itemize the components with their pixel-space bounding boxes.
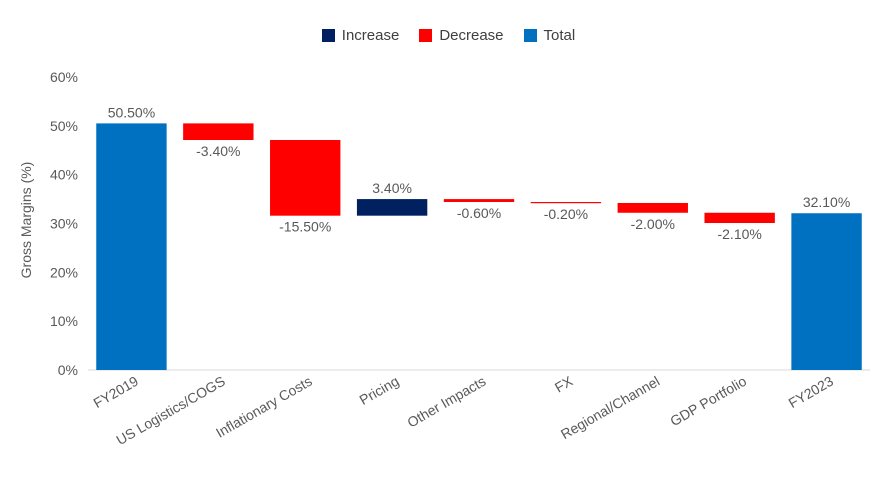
- legend-label-increase: Increase: [341, 27, 400, 44]
- legend-item-decrease: Decrease: [419, 27, 504, 44]
- data-label: -15.50%: [279, 219, 331, 235]
- data-label: 50.50%: [108, 104, 155, 120]
- chart-legend: Increase Decrease Total: [0, 27, 891, 44]
- data-label: -0.60%: [457, 205, 501, 221]
- legend-swatch-increase: [321, 29, 335, 42]
- data-label: -2.00%: [631, 216, 675, 232]
- x-tick-label: FY2019: [90, 373, 141, 411]
- x-tick-label: Other Impacts: [404, 373, 488, 431]
- x-tick-label: FX: [552, 372, 576, 395]
- bar-decrease: [183, 123, 254, 140]
- y-axis-ticks: 0% 10% 20% 30% 40% 50% 60%: [50, 69, 78, 378]
- bar-decrease: [530, 202, 602, 204]
- x-tick-label: Regional/Channel: [558, 373, 662, 443]
- y-tick-label: 30%: [50, 216, 78, 232]
- bar-total: [96, 123, 167, 371]
- bar-decrease: [443, 199, 515, 203]
- bar-decrease: [270, 139, 341, 216]
- y-axis-label: Gross Margins (%): [18, 162, 34, 279]
- y-tick-label: 10%: [50, 313, 78, 329]
- y-tick-label: 0%: [58, 362, 78, 378]
- legend-item-increase: Increase: [321, 27, 400, 44]
- bar-decrease: [704, 212, 775, 224]
- legend-label-total: Total: [543, 27, 576, 44]
- legend-item-total: Total: [523, 27, 576, 44]
- bar-decrease: [617, 202, 688, 213]
- y-tick-label: 40%: [50, 167, 78, 183]
- x-tick-label: GDP Portfolio: [667, 373, 749, 430]
- data-labels-group: 50.50% -3.40% -15.50% 3.40% -0.60% -0.20% -2.0…: [108, 104, 851, 242]
- bar-increase: [356, 199, 428, 216]
- data-label: -2.10%: [717, 226, 761, 242]
- x-tick-label: Pricing: [357, 373, 402, 408]
- y-tick-label: 50%: [50, 118, 78, 134]
- data-label: -3.40%: [196, 143, 240, 159]
- legend-label-decrease: Decrease: [439, 27, 504, 44]
- data-label: 3.40%: [372, 180, 412, 196]
- bars-group: [96, 123, 862, 371]
- y-tick-label: 60%: [50, 69, 78, 85]
- legend-swatch-decrease: [419, 29, 433, 42]
- bar-total: [791, 213, 862, 370]
- data-label: -0.20%: [544, 206, 588, 222]
- y-tick-label: 20%: [50, 264, 78, 280]
- x-tick-label: Inflationary Costs: [213, 373, 315, 441]
- x-tick-label: FY2023: [786, 373, 837, 411]
- data-label: 32.10%: [803, 194, 850, 210]
- legend-swatch-total: [523, 29, 537, 42]
